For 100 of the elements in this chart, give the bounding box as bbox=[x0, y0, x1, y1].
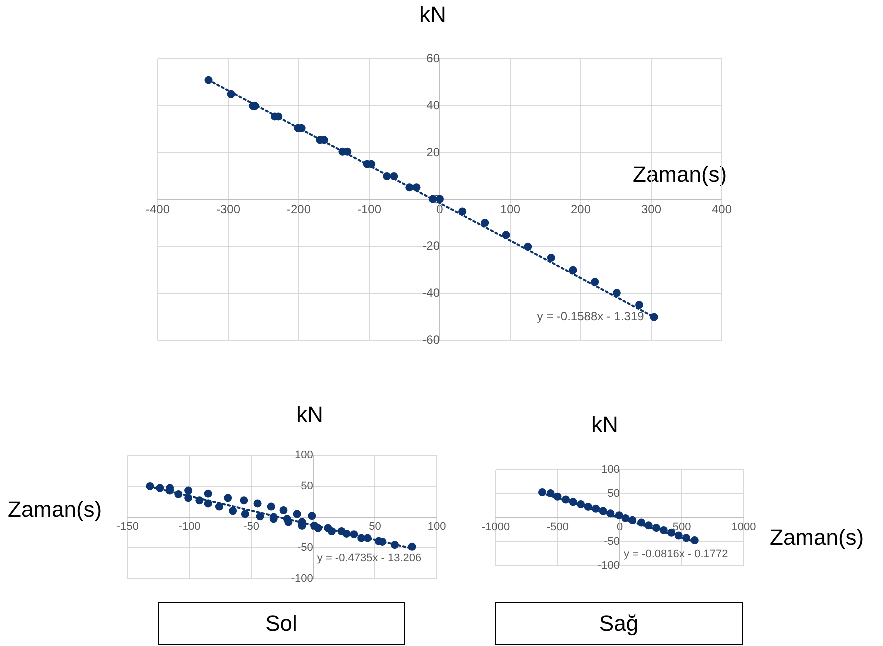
point bbox=[591, 278, 600, 286]
point bbox=[146, 482, 154, 490]
point bbox=[682, 534, 691, 542]
point bbox=[156, 484, 164, 492]
point bbox=[204, 490, 212, 498]
x-tick-label: -500 bbox=[546, 522, 570, 534]
x-tick-label: 400 bbox=[712, 202, 732, 217]
x-tick-label: 300 bbox=[641, 202, 662, 217]
y-axis-title: kN bbox=[418, 2, 448, 28]
x-tick-label: -100 bbox=[357, 202, 382, 217]
y-tick-label: -60 bbox=[422, 333, 440, 348]
y-tick-label: 20 bbox=[426, 145, 440, 160]
point bbox=[458, 208, 467, 216]
x-tick-label: 500 bbox=[672, 522, 692, 534]
point bbox=[674, 532, 683, 540]
y-axis-title: kN bbox=[590, 412, 620, 438]
point bbox=[184, 486, 193, 495]
x-tick-label: -200 bbox=[286, 202, 312, 217]
point bbox=[241, 510, 250, 518]
y-tick-label: 60 bbox=[426, 52, 440, 66]
annotation: y = -0.1588x - 1.319 bbox=[537, 310, 645, 324]
point bbox=[314, 524, 322, 532]
point bbox=[577, 500, 586, 509]
point bbox=[406, 184, 414, 192]
point bbox=[502, 231, 510, 240]
text: Sağ bbox=[495, 602, 743, 645]
y-tick-label: -50 bbox=[297, 542, 314, 554]
point bbox=[256, 512, 264, 521]
x-tick-label: 100 bbox=[500, 202, 521, 217]
point bbox=[390, 172, 398, 181]
point bbox=[204, 76, 213, 84]
point bbox=[652, 524, 661, 532]
y-tick-label: 100 bbox=[602, 464, 620, 476]
point bbox=[547, 254, 556, 262]
point bbox=[644, 522, 653, 530]
x-tick-label: -400 bbox=[146, 202, 170, 217]
y-tick-label: 50 bbox=[301, 480, 314, 492]
point bbox=[628, 516, 637, 524]
x-axis-title: Zaman(s) bbox=[770, 525, 864, 551]
point bbox=[293, 510, 302, 518]
y-axis-title: kN bbox=[296, 402, 324, 428]
point bbox=[408, 542, 416, 551]
point bbox=[650, 313, 658, 322]
point bbox=[184, 494, 193, 502]
point bbox=[224, 494, 232, 502]
point bbox=[690, 536, 699, 545]
point bbox=[538, 488, 546, 497]
point bbox=[254, 500, 262, 508]
x-tick-label: -300 bbox=[216, 202, 241, 217]
point bbox=[562, 496, 570, 504]
point bbox=[546, 490, 555, 498]
annotation: y = -0.0816x - 0.1772 bbox=[624, 548, 728, 560]
point bbox=[196, 496, 204, 505]
point bbox=[584, 502, 592, 511]
point bbox=[569, 266, 578, 274]
x-tick-label: -50 bbox=[244, 520, 260, 533]
point bbox=[390, 541, 399, 550]
point bbox=[284, 518, 293, 526]
x-tick-label: -150 bbox=[116, 520, 140, 533]
point bbox=[569, 498, 578, 506]
point bbox=[615, 512, 624, 520]
y-tick-label: 40 bbox=[426, 98, 440, 112]
point bbox=[612, 289, 621, 298]
point bbox=[267, 502, 276, 511]
y-tick-label: -100 bbox=[291, 573, 314, 586]
y-tick-label: -50 bbox=[604, 536, 620, 548]
point bbox=[412, 184, 421, 192]
point bbox=[215, 502, 224, 511]
point bbox=[328, 527, 336, 536]
annotation: y = -0.4735x - 13.206 bbox=[317, 552, 422, 564]
point bbox=[481, 219, 490, 227]
point bbox=[229, 507, 238, 516]
point bbox=[622, 514, 630, 522]
x-axis-title: Zaman(s) bbox=[633, 162, 728, 188]
point bbox=[636, 301, 644, 310]
point bbox=[280, 506, 288, 515]
point bbox=[383, 172, 392, 181]
y-tick-label: 100 bbox=[295, 450, 314, 462]
x-tick-label: 1000 bbox=[732, 522, 756, 534]
x-axis-title: Zaman(s) bbox=[8, 497, 102, 523]
x-tick-label: 50 bbox=[369, 520, 382, 533]
point bbox=[606, 510, 615, 518]
point bbox=[174, 490, 183, 498]
point bbox=[364, 534, 372, 542]
point bbox=[227, 90, 236, 98]
point bbox=[308, 512, 316, 520]
point bbox=[342, 530, 351, 538]
point bbox=[240, 496, 248, 505]
point bbox=[592, 504, 600, 513]
y-tick-label: -20 bbox=[422, 239, 440, 254]
x-tick-label: -1000 bbox=[482, 522, 510, 534]
point bbox=[554, 492, 562, 501]
x-tick-label: -100 bbox=[178, 520, 201, 533]
y-tick-label: -40 bbox=[422, 286, 440, 300]
point bbox=[599, 507, 608, 516]
y-tick-label: 50 bbox=[608, 488, 620, 500]
text: Sol bbox=[158, 602, 405, 645]
x-tick-label: 200 bbox=[570, 202, 592, 217]
point bbox=[204, 500, 212, 508]
point bbox=[350, 530, 358, 539]
